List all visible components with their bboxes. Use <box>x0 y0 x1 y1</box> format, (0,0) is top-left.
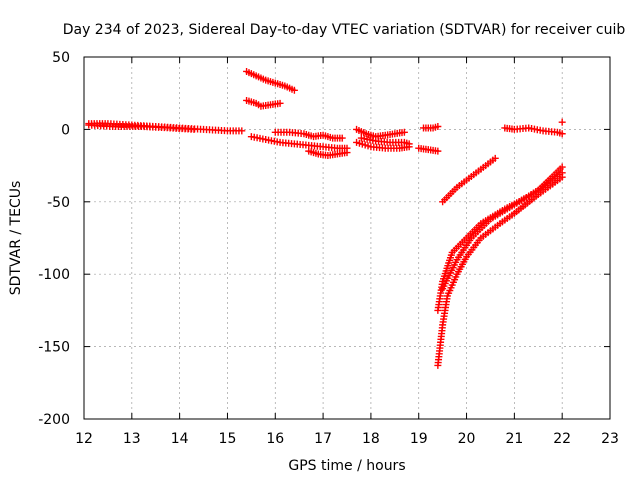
y-axis-label: SDTVAR / TECUs <box>8 181 24 296</box>
data-point <box>558 118 566 126</box>
x-tick-label: 19 <box>410 431 428 447</box>
series-arc-5 <box>247 133 351 152</box>
series-arc-6 <box>271 128 346 142</box>
grid <box>84 57 610 419</box>
y-tick-label: 50 <box>52 50 70 66</box>
x-tick-label: 14 <box>171 431 189 447</box>
x-tick-label: 18 <box>362 431 380 447</box>
series-arc-10 <box>357 134 413 148</box>
plot-frame <box>83 56 611 420</box>
data-point <box>558 163 566 171</box>
data-point <box>558 130 566 138</box>
x-tick-label: 12 <box>75 431 93 447</box>
data-point <box>276 99 284 107</box>
data-points <box>85 67 566 369</box>
series-arc-3 <box>243 67 298 94</box>
data-point <box>434 123 442 131</box>
data-point <box>405 140 413 148</box>
x-tick-label: 22 <box>553 431 571 447</box>
series-arc-11 <box>415 144 442 155</box>
data-point <box>190 125 198 133</box>
x-axis-label: GPS time / hours <box>288 458 405 474</box>
data-point <box>290 86 298 94</box>
data-point <box>238 127 246 135</box>
y-axis: 50 0 -50 -100 -150 -200 <box>38 50 610 428</box>
x-tick-label: 20 <box>458 431 476 447</box>
series-arc-7 <box>305 147 351 159</box>
x-tick-label: 17 <box>314 431 332 447</box>
x-tick-label: 13 <box>123 431 141 447</box>
series-outlier <box>558 118 566 126</box>
series-arc-16 <box>439 163 566 293</box>
data-point <box>400 128 408 136</box>
data-point <box>338 134 346 142</box>
chart-title: Day 234 of 2023, Sidereal Day-to-day VTE… <box>63 22 626 38</box>
x-tick-label: 21 <box>505 431 523 447</box>
x-tick-label: 15 <box>219 431 237 447</box>
x-axis: 12 13 14 15 16 17 18 19 20 21 22 23 <box>75 57 619 447</box>
series-arc-2 <box>85 121 198 133</box>
data-point <box>343 149 351 157</box>
y-tick-label: -100 <box>38 267 70 283</box>
series-arc-12 <box>420 123 442 132</box>
y-tick-label: 0 <box>61 122 70 138</box>
y-tick-label: -50 <box>47 195 70 211</box>
x-tick-label: 23 <box>601 431 619 447</box>
y-tick-label: -200 <box>38 412 70 428</box>
series-arc-4 <box>243 96 284 110</box>
series-arc-14 <box>434 173 566 369</box>
series-arc-17 <box>501 124 566 138</box>
data-point <box>434 147 442 155</box>
data-point <box>491 154 499 162</box>
series-arc-13 <box>439 154 499 206</box>
x-tick-label: 16 <box>266 431 284 447</box>
y-tick-label: -150 <box>38 340 70 356</box>
